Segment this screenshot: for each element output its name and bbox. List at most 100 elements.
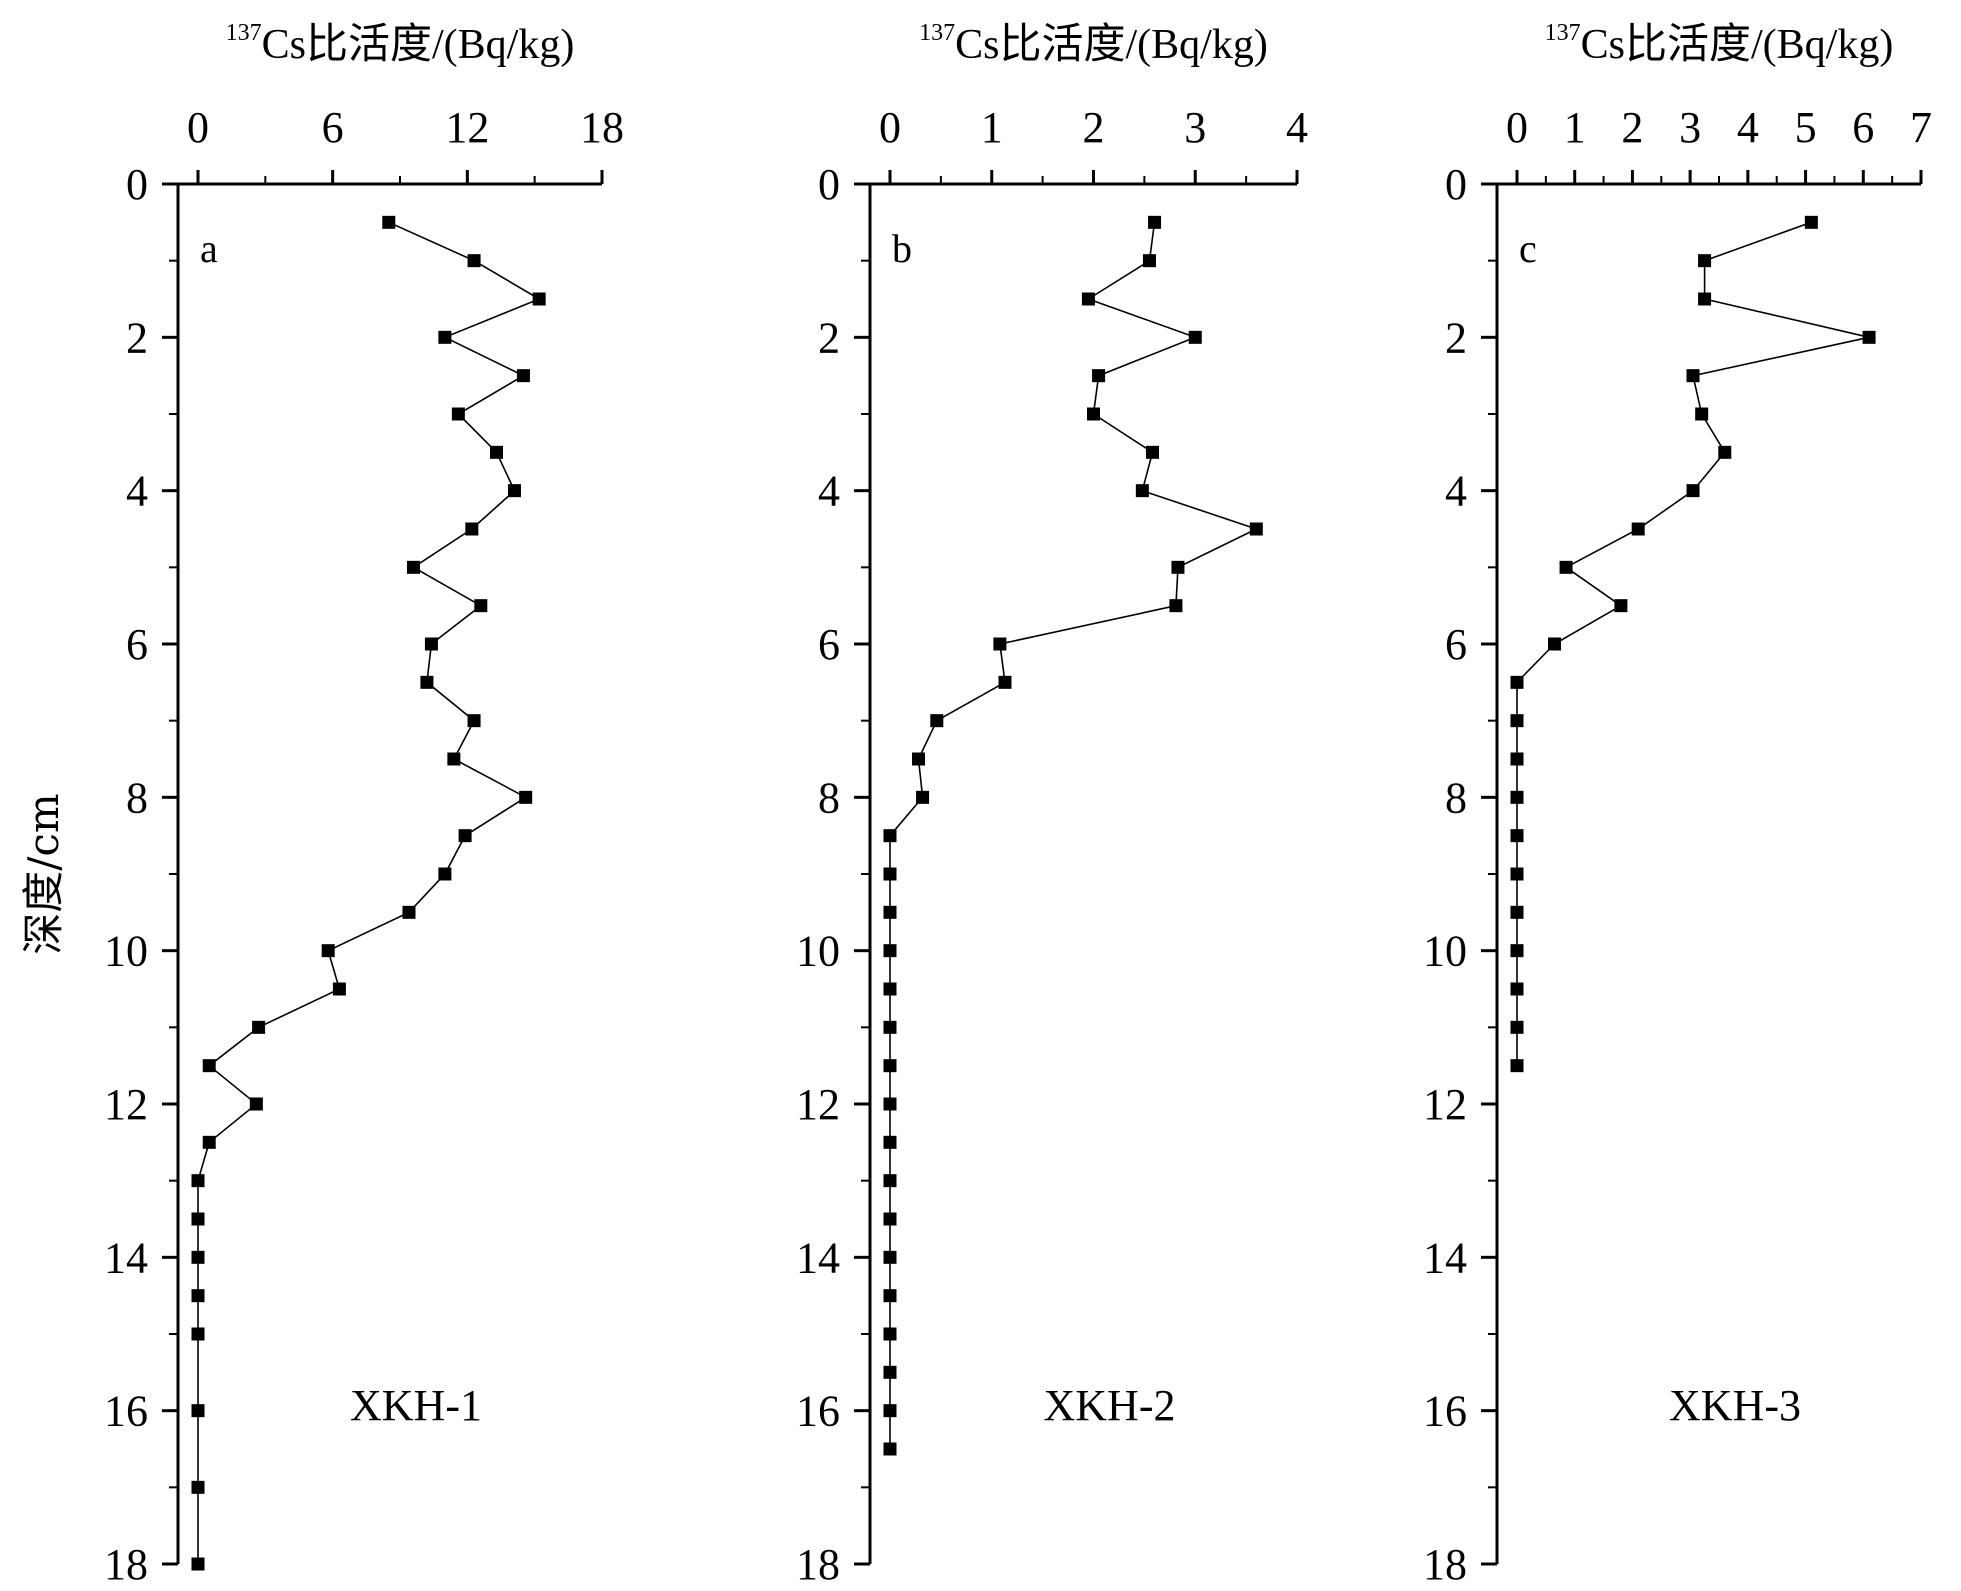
data-point (1142, 254, 1156, 268)
y-tick-label: 8 (818, 773, 840, 822)
data-point (1686, 484, 1700, 498)
data-point (1510, 829, 1524, 843)
data-point (1146, 445, 1160, 459)
series-line (1516, 221, 1870, 1066)
x-tick-label: 3 (1184, 103, 1206, 152)
data-point (406, 560, 420, 574)
x-axis-title-superscript: 137 (919, 20, 955, 46)
x-axis-title-main: Cs比活度/(Bq/kg) (1581, 22, 1894, 68)
data-point (451, 407, 465, 421)
data-point (1249, 522, 1263, 536)
data-point (883, 1135, 897, 1149)
data-point (420, 675, 434, 689)
x-tick-label: 6 (1852, 103, 1874, 152)
y-tick-label: 8 (1445, 773, 1467, 822)
data-point (402, 905, 416, 919)
y-tick-label: 10 (796, 927, 840, 976)
y-tick-label: 16 (1423, 1387, 1467, 1436)
y-tick-label: 16 (796, 1387, 840, 1436)
y-tick-label: 2 (126, 313, 148, 362)
y-tick-label: 18 (104, 1540, 148, 1589)
data-point (1510, 790, 1524, 804)
data-point (883, 1174, 897, 1188)
data-point (1614, 599, 1628, 613)
data-point (883, 1020, 897, 1034)
data-point (465, 522, 479, 536)
data-point (1510, 867, 1524, 881)
data-point (1510, 714, 1524, 728)
y-tick-label: 4 (126, 467, 148, 516)
data-point (883, 829, 897, 843)
data-point (1548, 637, 1562, 651)
data-point (252, 1020, 266, 1034)
data-point (1698, 254, 1712, 268)
y-tick-label: 8 (126, 773, 148, 822)
y-axis-label: 深度/cm (19, 793, 68, 955)
x-tick-label: 2 (1621, 103, 1643, 152)
data-point (249, 1097, 263, 1111)
data-point (1169, 599, 1183, 613)
data-point (911, 752, 925, 766)
data-point (1718, 445, 1732, 459)
panel-b: 137Cs比活度/(Bq/kg)0 1 2 3 4024681012141618bXKH… (796, 20, 1308, 1589)
x-tick-label: 0 (879, 103, 901, 152)
data-point (883, 1059, 897, 1073)
y-tick-label: 12 (796, 1080, 840, 1129)
x-tick-label: 2 (1083, 103, 1105, 152)
y-tick-label: 18 (1423, 1540, 1467, 1589)
x-tick-label: 4 (1286, 103, 1308, 152)
data-point (1510, 1020, 1524, 1034)
data-point (1695, 407, 1709, 421)
x-tick-label: 0 (1506, 103, 1528, 152)
data-point (883, 1250, 897, 1264)
y-tick-label: 18 (796, 1540, 840, 1589)
data-point (191, 1250, 205, 1264)
data-point (883, 1212, 897, 1226)
x-tick-label: 4 (1737, 103, 1759, 152)
data-point (883, 1442, 897, 1456)
x-tick-label: 1 (1564, 103, 1586, 152)
panel-letter: a (200, 226, 218, 271)
data-point (930, 714, 944, 728)
x-axis-title: 137Cs比活度/(Bq/kg) (226, 20, 575, 68)
panel-letter: b (892, 226, 912, 271)
data-point (1092, 369, 1106, 383)
data-point (883, 867, 897, 881)
site-label: XKH-2 (1044, 1381, 1176, 1430)
panel-c: 137Cs比活度/(Bq/kg)0 1 2 3 4 5 6 7024681012141618c… (1423, 20, 1932, 1589)
data-point (916, 790, 930, 804)
x-tick-label: 3 (1679, 103, 1701, 152)
y-tick-label: 12 (104, 1080, 148, 1129)
data-point (474, 599, 488, 613)
data-point (883, 982, 897, 996)
y-tick-label: 6 (1445, 620, 1467, 669)
data-point (1862, 330, 1876, 344)
y-tick-label: 4 (818, 467, 840, 516)
data-point (191, 1289, 205, 1303)
data-point (490, 445, 504, 459)
y-tick-label: 14 (796, 1233, 840, 1282)
data-point (1510, 905, 1524, 919)
x-tick-label: 7 (1910, 103, 1932, 152)
data-point (191, 1327, 205, 1341)
data-point (1188, 330, 1202, 344)
data-point (883, 1365, 897, 1379)
y-tick-label: 12 (1423, 1080, 1467, 1129)
site-label: XKH-3 (1669, 1381, 1801, 1430)
data-point (191, 1480, 205, 1494)
data-point (993, 637, 1007, 651)
y-tick-label: 6 (818, 620, 840, 669)
data-point (191, 1557, 205, 1571)
y-tick-label: 14 (104, 1233, 148, 1282)
y-tick-label: 6 (126, 620, 148, 669)
data-point (424, 637, 438, 651)
x-tick-label: 6 (322, 103, 344, 152)
data-point (332, 982, 346, 996)
x-tick-label: 1 (981, 103, 1003, 152)
data-point (883, 905, 897, 919)
x-axis-title: 137Cs比活度/(Bq/kg) (919, 20, 1268, 68)
data-point (883, 1289, 897, 1303)
site-label: XKH-1 (350, 1381, 482, 1430)
data-point (532, 292, 546, 306)
